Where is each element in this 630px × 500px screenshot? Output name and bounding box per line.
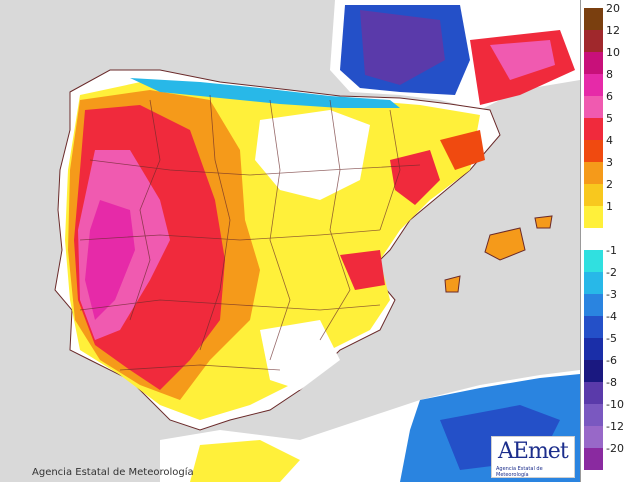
legend-swatch [584, 448, 603, 470]
france-warm-core [490, 40, 555, 80]
province-borders [79, 94, 421, 371]
anomaly-catalonia-warm [440, 130, 485, 170]
logo-subtext: Agencia Estatal de Meteorología [496, 466, 543, 478]
legend-label: -5 [606, 332, 617, 345]
legend-swatch [584, 404, 603, 426]
balearic-islands [444, 215, 553, 293]
legend-label: -1 [606, 244, 617, 257]
anomaly-valencia-warm [340, 250, 385, 290]
legend-label: 2 [606, 178, 613, 191]
legend-swatch [584, 8, 603, 30]
legend-label: 6 [606, 90, 613, 103]
anomaly-cantabrian-cold [130, 78, 400, 108]
legend-swatch [584, 96, 603, 118]
legend-swatch [584, 30, 603, 52]
temperature-anomaly-map: Agencia Estatal de Meteorología AEmet Ag… [0, 0, 581, 482]
legend-swatch [584, 294, 603, 316]
aemet-logo: AEmet Agencia Estatal de Meteorología [491, 436, 575, 478]
legend-swatch [584, 140, 603, 162]
anomaly-plus8 [85, 200, 135, 320]
legend-label: 5 [606, 112, 613, 125]
legend-label: -3 [606, 288, 617, 301]
legend-label: -2 [606, 266, 617, 279]
legend-swatch [584, 338, 603, 360]
legend-swatch [584, 426, 603, 448]
legend-label: -8 [606, 376, 617, 389]
legend-swatch [584, 360, 603, 382]
legend-label: -20 [606, 442, 624, 455]
color-legend: 20 12 10 8 6 5 4 3 2 1 -1 -2 -3 -4 -5 -6 -8 -10 -12 -20 [582, 3, 628, 474]
legend-label: -6 [606, 354, 617, 367]
legend-label: -12 [606, 420, 624, 433]
legend-swatch [584, 118, 603, 140]
legend-swatch [584, 184, 603, 206]
anomaly-ebro-warm [390, 150, 440, 205]
legend-label: 3 [606, 156, 613, 169]
legend-swatch [584, 316, 603, 338]
map-canvas [54, 0, 580, 482]
legend-label: 4 [606, 134, 613, 147]
legend-swatch [584, 382, 603, 404]
legend-swatch [584, 206, 603, 228]
legend-label: 12 [606, 24, 620, 37]
legend-label: -10 [606, 398, 624, 411]
legend-swatch [584, 52, 603, 74]
legend-label: -4 [606, 310, 617, 323]
anomaly-neutral-south [260, 320, 340, 390]
legend-swatch [584, 250, 603, 272]
africa-warm-spot [190, 440, 300, 482]
copyright-label: Agencia Estatal de Meteorología [32, 467, 194, 478]
legend-swatch [584, 162, 603, 184]
legend-swatch [584, 74, 603, 96]
anomaly-neutral-center [255, 110, 370, 200]
legend-swatch [584, 228, 603, 250]
legend-label: 1 [606, 200, 613, 213]
logo-text: AEmet [498, 439, 569, 464]
legend-swatch [584, 272, 603, 294]
legend-label: 8 [606, 68, 613, 81]
france-cold-core [360, 10, 445, 85]
legend-label: 20 [606, 2, 620, 15]
legend-label: 10 [606, 46, 620, 59]
